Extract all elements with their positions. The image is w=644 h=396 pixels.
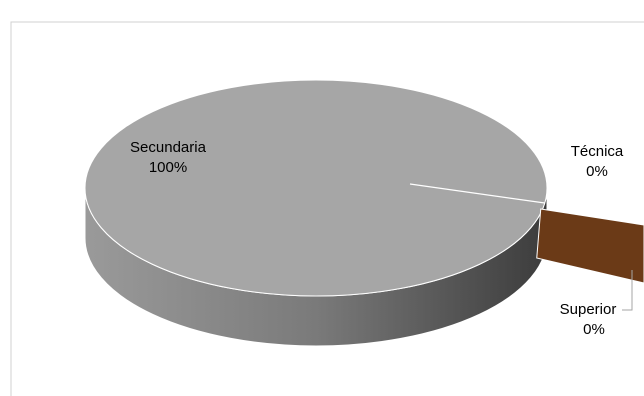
pie-slice	[536, 208, 644, 284]
slice-label: Técnica	[571, 143, 624, 160]
chart-frame	[10, 21, 644, 396]
leader-line	[622, 270, 633, 311]
pie	[84, 79, 644, 347]
slice-value-label: 0%	[583, 321, 605, 338]
labels: Secundaria 100% Técnica 0% Superior 0%	[130, 139, 633, 338]
slice-label: Superior	[560, 301, 617, 318]
slice-label: Secundaria	[130, 139, 207, 156]
slice-value-label: 0%	[586, 163, 608, 180]
slice-value-label: 100%	[149, 159, 187, 176]
pie-slice	[409, 183, 545, 204]
pie-slice	[84, 79, 548, 297]
